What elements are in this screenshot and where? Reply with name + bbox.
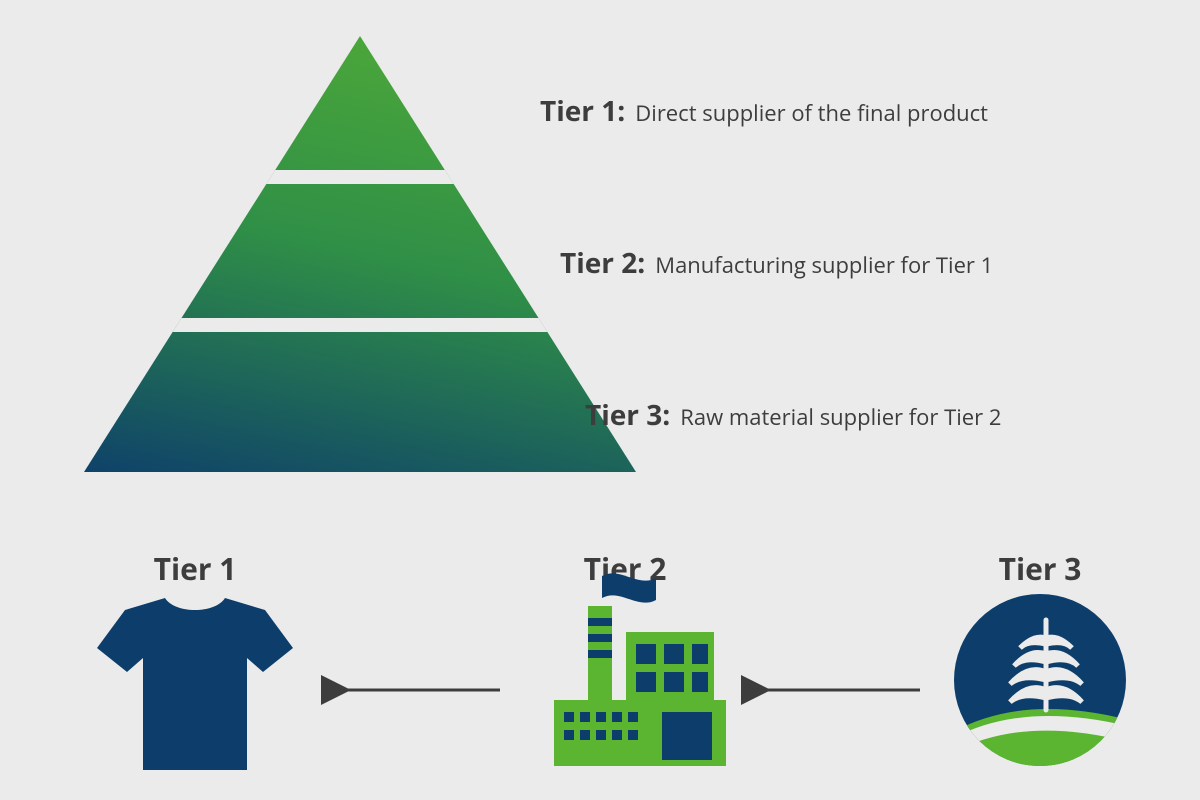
infographic-stage: Tier 1: Direct supplier of the final pro… bbox=[0, 0, 1200, 800]
flow-arrows bbox=[0, 0, 1200, 800]
